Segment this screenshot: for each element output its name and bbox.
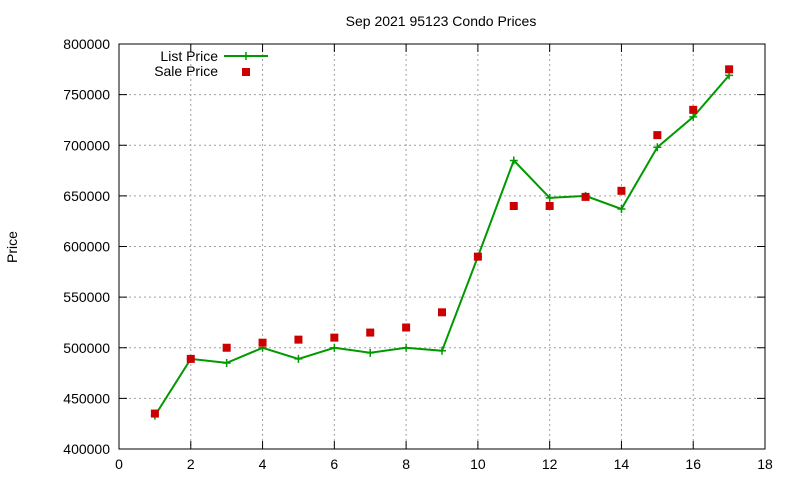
sale-price-point <box>366 328 375 337</box>
sale-price-point <box>581 192 590 201</box>
legend-marker-sale-price <box>242 68 250 76</box>
sale-price-point <box>150 409 159 418</box>
sale-price-point <box>617 186 626 195</box>
list-price-point <box>617 205 626 214</box>
list-price-point <box>689 112 698 121</box>
sale-price-point <box>545 202 554 210</box>
sale-price-point <box>402 323 411 332</box>
sale-price-point <box>725 65 734 74</box>
legend-marker-list-price <box>242 52 250 60</box>
grid <box>119 44 765 449</box>
axis-ticks: 400000 450000 500000 550000 600000 650000 7000… <box>63 36 773 472</box>
sale-price-point <box>653 131 662 140</box>
y-tick-label: 750000 <box>63 87 110 103</box>
series <box>150 65 734 420</box>
sale-price-point <box>473 252 482 261</box>
y-tick-label: 700000 <box>63 137 110 153</box>
x-tick-label: 10 <box>470 456 486 472</box>
y-tick-label: 600000 <box>63 239 110 255</box>
sale-price-point <box>294 335 303 344</box>
x-tick-label: 2 <box>187 456 195 472</box>
list-price-point <box>653 143 662 152</box>
legend-label-list-price: List Price <box>160 48 218 64</box>
sale-price-point <box>222 343 231 352</box>
legend-label-sale-price: Sale Price <box>154 63 218 79</box>
y-tick-label: 500000 <box>63 340 110 356</box>
list-price-point <box>222 358 231 367</box>
y-tick-label: 450000 <box>63 390 110 406</box>
y-tick-label: 650000 <box>63 188 110 204</box>
list-price-point <box>545 193 554 202</box>
x-tick-label: 18 <box>757 456 773 472</box>
list-price-line <box>154 74 730 417</box>
sale-price-point <box>689 105 698 114</box>
list-price-point <box>509 156 518 165</box>
list-price-point <box>402 343 411 352</box>
y-tick-label: 400000 <box>63 441 110 457</box>
list-price-point <box>294 354 303 363</box>
x-tick-label: 16 <box>685 456 701 472</box>
x-tick-label: 6 <box>330 456 338 472</box>
list-price-point <box>438 346 446 355</box>
y-tick-label: 550000 <box>63 289 110 305</box>
x-tick-label: 14 <box>614 456 630 472</box>
y-tick-label: 800000 <box>63 36 110 52</box>
sale-price-point <box>509 202 518 210</box>
chart-title: Sep 2021 95123 Condo Prices <box>346 13 537 29</box>
sale-price-point <box>258 338 267 347</box>
list-price-point <box>366 348 375 357</box>
sale-price-point <box>438 308 446 317</box>
x-tick-label: 0 <box>115 456 123 472</box>
x-tick-label: 8 <box>402 456 410 472</box>
y-axis-label: Price <box>4 231 20 263</box>
sale-price-point <box>330 333 339 342</box>
list-price-point <box>330 343 339 352</box>
sale-price-point <box>186 354 195 363</box>
x-tick-label: 12 <box>542 456 558 472</box>
x-tick-label: 4 <box>259 456 267 472</box>
